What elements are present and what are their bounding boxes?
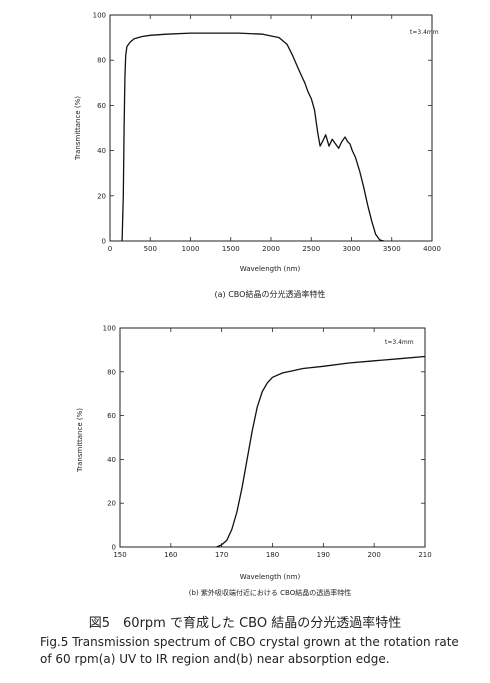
x-tick-label: 3000: [343, 245, 361, 253]
x-tick-label: 500: [144, 245, 157, 253]
x-tick-label: 2000: [262, 245, 280, 253]
y-tick-label: 40: [107, 456, 116, 464]
y-tick-label: 100: [93, 12, 106, 20]
y-tick-label: 20: [97, 192, 106, 200]
chart-b-annotation: t=3.4mm: [385, 339, 414, 346]
x-tick-label: 180: [266, 551, 279, 559]
x-tick-label: 3500: [383, 245, 401, 253]
x-tick-label: 190: [317, 551, 330, 559]
chart-a-uv-to-ir: 0 500 1000 1500 2000 2500 3000 3500 4000 0 20 40 60 8…: [74, 12, 441, 300]
chart-b-near-absorption-edge: 150 160 170 180 190 200 210 0 20 40 60 80 100 t=3.4m…: [76, 325, 432, 598]
transmittance-curve: [216, 355, 426, 548]
chart-a-annotation: t=3.4mm: [410, 29, 439, 36]
y-tick-label: 60: [97, 102, 106, 110]
plot-frame: [109, 14, 433, 242]
x-tick-label: 200: [367, 551, 380, 559]
x-tick-label: 0: [108, 245, 112, 253]
x-tick-label: 150: [113, 551, 126, 559]
y-tick-label: 20: [107, 500, 116, 508]
chart-a-ylabel: Transmittance (%): [74, 96, 82, 161]
x-tick-label: 1000: [182, 245, 200, 253]
chart-a-subtitle: (a) CBO結晶の分光透過率特性: [215, 289, 326, 299]
figure-caption-english: Fig.5 Transmission spectrum of CBO cryst…: [40, 635, 459, 666]
y-tick-label: 60: [107, 412, 116, 420]
chart-a-xlabel: Wavelength (nm): [240, 265, 301, 273]
y-tick-label: 0: [102, 238, 106, 246]
y-tick-label: 80: [107, 368, 116, 376]
chart-b-ylabel: Transmittance (%): [76, 408, 84, 473]
y-tick-label: 80: [97, 57, 106, 65]
figure-caption-japanese: 図5 60rpm で育成した CBO 結晶の分光透過率特性: [88, 616, 402, 631]
y-tick-label: 40: [97, 147, 106, 155]
x-tick-label: 170: [215, 551, 228, 559]
x-tick-label: 4000: [423, 245, 441, 253]
transmittance-curve: [121, 32, 384, 242]
x-tick-label: 2500: [302, 245, 320, 253]
x-tick-label: 210: [418, 551, 431, 559]
y-tick-label: 0: [112, 544, 116, 552]
x-tick-label: 1500: [222, 245, 240, 253]
x-tick-label: 160: [164, 551, 177, 559]
y-tick-label: 100: [103, 325, 116, 333]
chart-b-subtitle: (b) 紫外吸収端付近における CBO結晶の透過率特性: [189, 588, 351, 597]
chart-b-xlabel: Wavelength (nm): [240, 573, 301, 581]
